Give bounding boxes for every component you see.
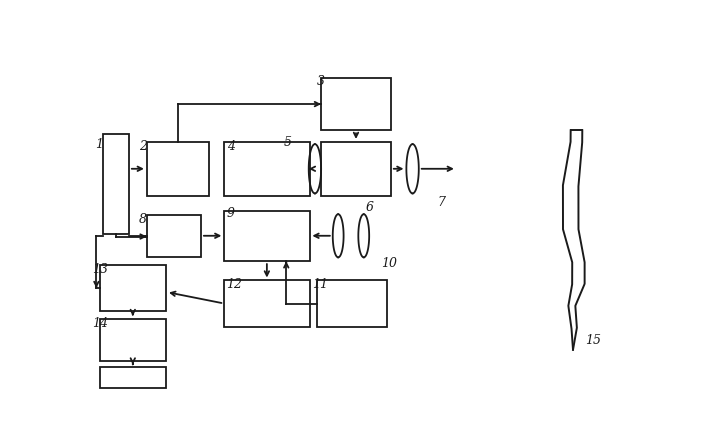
Text: 3: 3	[317, 75, 325, 88]
Text: 4: 4	[227, 139, 235, 153]
Bar	[321, 78, 391, 130]
Bar	[100, 265, 166, 311]
Text: 1: 1	[95, 138, 103, 151]
Text: 10: 10	[381, 257, 398, 270]
Text: 9: 9	[227, 207, 235, 220]
Bar	[224, 281, 310, 327]
Bar	[321, 142, 391, 196]
Bar	[100, 368, 166, 388]
Text: 7: 7	[437, 196, 445, 209]
Text: 11: 11	[312, 278, 328, 291]
Bar	[100, 319, 166, 361]
Text: 14: 14	[92, 317, 108, 329]
Text: 5: 5	[284, 136, 292, 150]
Text: 2: 2	[139, 139, 147, 153]
Bar	[147, 215, 201, 258]
Bar	[103, 134, 129, 234]
Bar	[147, 142, 208, 196]
Text: 13: 13	[92, 263, 108, 276]
Text: 6: 6	[366, 201, 374, 214]
Text: 8: 8	[139, 214, 147, 226]
Text: 12: 12	[227, 278, 242, 291]
Bar	[224, 211, 310, 261]
Bar	[317, 281, 387, 327]
Text: 15: 15	[585, 334, 601, 347]
Bar	[224, 142, 310, 196]
